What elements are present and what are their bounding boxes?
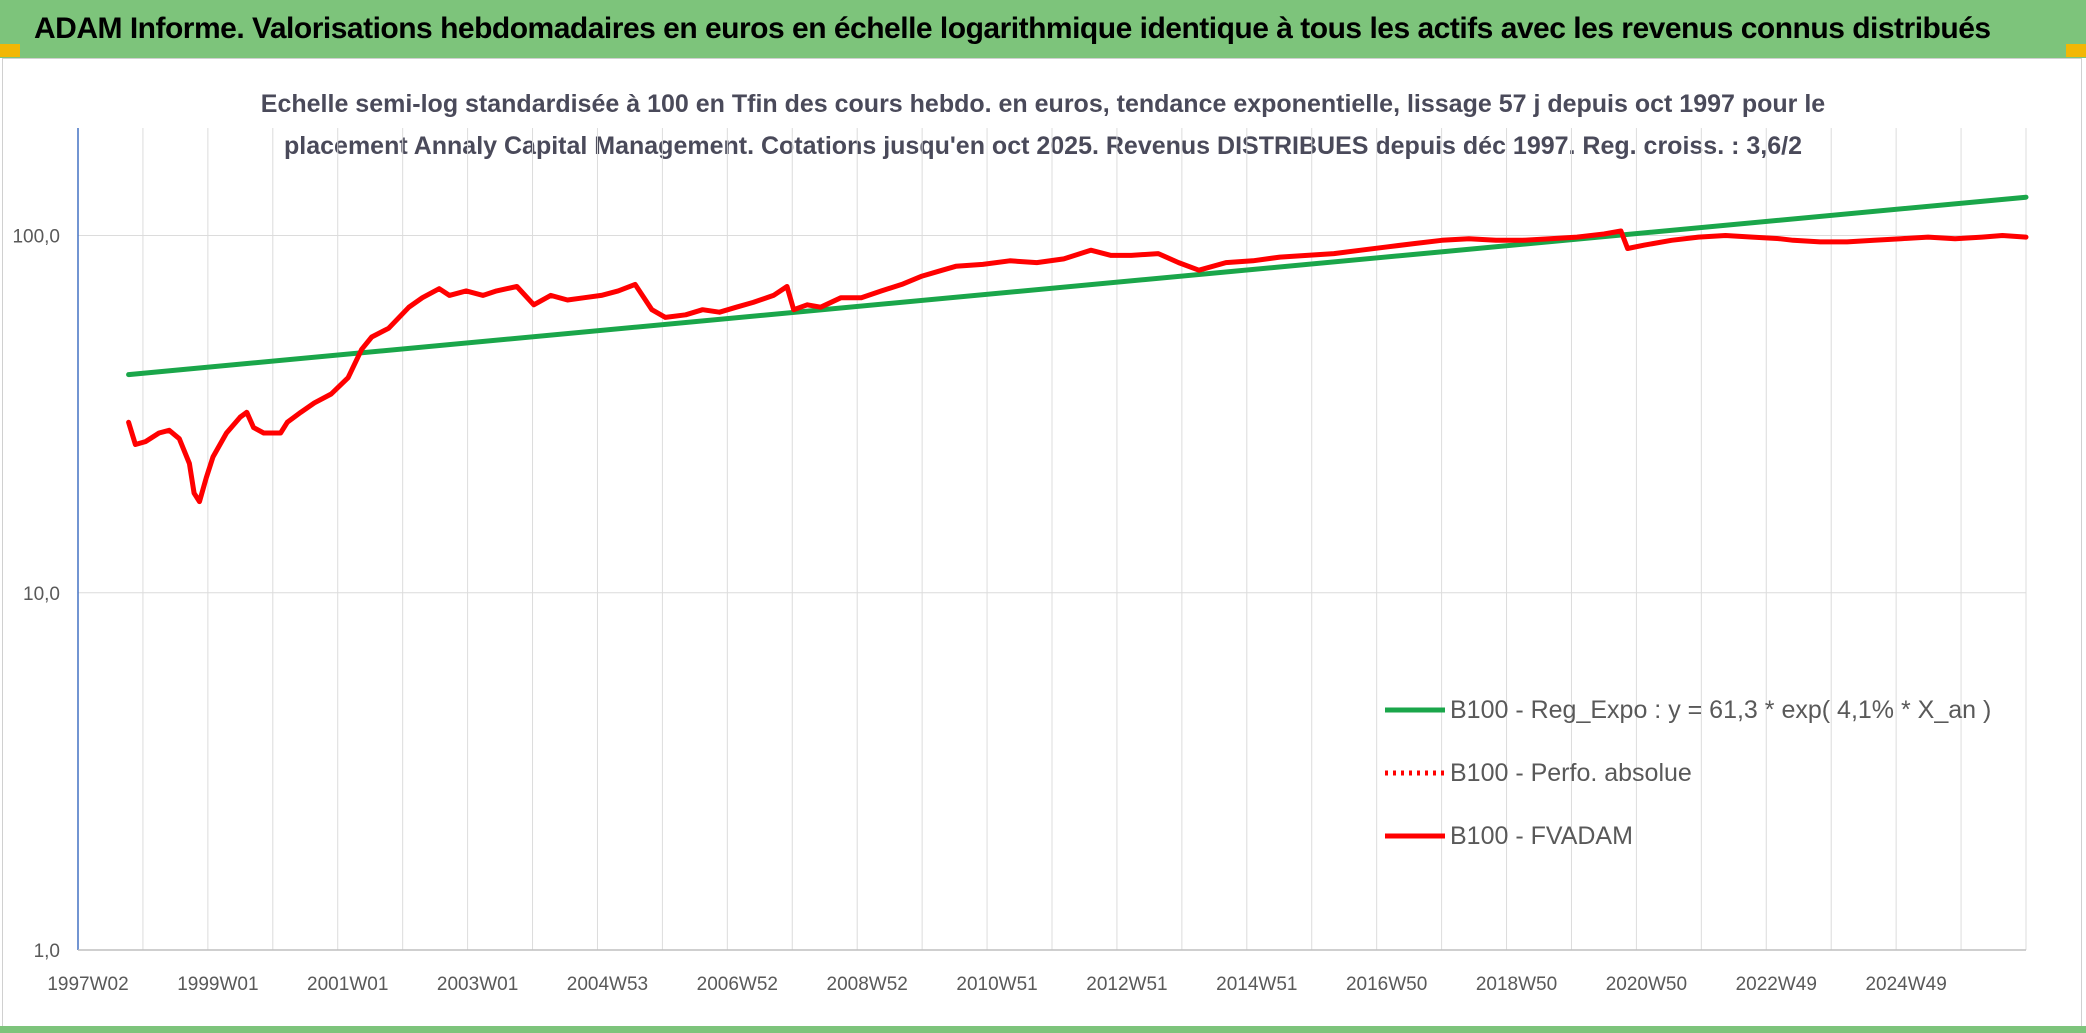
legend-label-0: B100 - Reg_Expo : y = 61,3 * exp( 4,1% *… bbox=[1450, 696, 1991, 724]
x-tick-label: 2001W01 bbox=[307, 974, 388, 995]
report-banner: ADAM Informe. Valorisations hebdomadaire… bbox=[0, 0, 2086, 58]
x-tick-label: 2020W50 bbox=[1606, 974, 1687, 995]
axis-layer: 1,0 10,0 100,0 1997W02 1999W01 2001W01 2003W01… bbox=[12, 128, 2026, 995]
x-tick-label: 1997W02 bbox=[47, 974, 128, 995]
legend-label-1: B100 - Perfo. absolue bbox=[1450, 759, 1692, 787]
x-tick-label: 2004W53 bbox=[567, 974, 648, 995]
y-tick-label: 10,0 bbox=[23, 584, 60, 605]
chart-title-line-2: placement Annaly Capital Management. Cot… bbox=[284, 132, 1802, 160]
series-layer bbox=[126, 194, 2029, 505]
chart-title-line-1: Echelle semi-log standardisée à 100 en T… bbox=[260, 90, 1826, 118]
x-tick-label: 2018W50 bbox=[1476, 974, 1557, 995]
x-tick-label: 2003W01 bbox=[437, 974, 518, 995]
legend-label-2: B100 - FVADAM bbox=[1450, 822, 1633, 850]
bottom-strip bbox=[0, 1026, 2086, 1033]
legend-layer: B100 - Reg_Expo : y = 61,3 * exp( 4,1% *… bbox=[1385, 696, 1991, 850]
series-line-2 bbox=[126, 228, 2029, 505]
x-tick-label: 2014W51 bbox=[1216, 974, 1297, 995]
x-tick-label: 2016W50 bbox=[1346, 974, 1427, 995]
report-title: ADAM Informe. Valorisations hebdomadaire… bbox=[34, 12, 1991, 45]
x-tick-label: 2010W51 bbox=[956, 974, 1037, 995]
x-tick-label: 2006W52 bbox=[697, 974, 778, 995]
x-tick-label: 2022W49 bbox=[1736, 974, 1817, 995]
x-tick-label: 1999W01 bbox=[177, 974, 258, 995]
y-tick-label: 100,0 bbox=[12, 227, 60, 248]
x-tick-label: 2012W51 bbox=[1086, 974, 1167, 995]
x-tick-label: 2008W52 bbox=[827, 974, 908, 995]
series-line-0 bbox=[126, 194, 2029, 378]
corner-marker-right bbox=[2066, 44, 2086, 57]
y-tick-label: 1,0 bbox=[34, 941, 60, 962]
corner-marker-left bbox=[0, 44, 20, 57]
x-tick-label: 2024W49 bbox=[1865, 974, 1946, 995]
grid-layer bbox=[78, 128, 2027, 951]
